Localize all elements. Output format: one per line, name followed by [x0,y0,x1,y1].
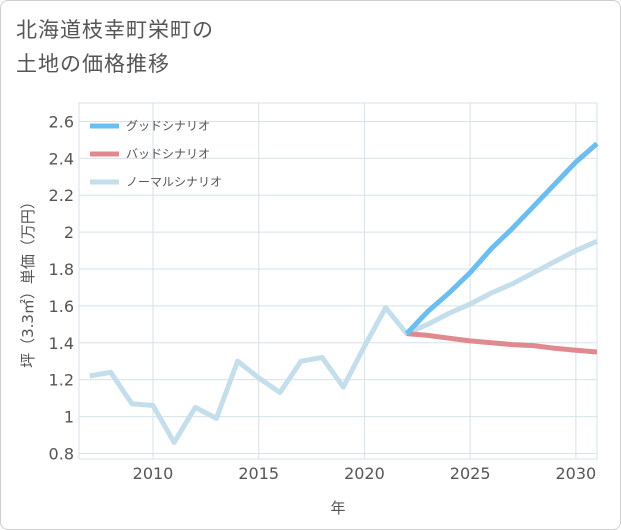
x-tick-label: 2030 [555,464,596,483]
chart-title: 北海道枝幸町栄町の 土地の価格推移 [16,13,214,81]
x-axis-label: 年 [330,499,345,517]
x-tick-label: 2010 [133,464,174,483]
y-axis-label: 坪（3.3㎡）単価（万円） [19,194,37,368]
x-tick-label: 2020 [344,464,385,483]
grid-lines [78,102,598,460]
plot-frame [78,102,598,460]
x-tick-label: 2015 [238,464,279,483]
normal-scenario-line [89,239,599,445]
tick-labels: 0.8 1 1.2 1.4 1.6 1.8 2 2.2 2.4 2.6 2010 2015 2020 20… [49,112,597,483]
y-tick-label: 0.8 [49,444,74,463]
bad-scenario-line [406,331,598,355]
legend-normal-label: ノーマルシナリオ [126,175,222,189]
y-tick-label: 1.4 [49,334,74,353]
y-tick-label: 1 [64,408,74,427]
x-tick-label: 2025 [450,464,491,483]
y-tick-label: 2 [64,223,74,242]
series-layer [89,141,599,445]
y-tick-label: 2.2 [49,186,74,205]
y-tick-label: 2.4 [49,149,74,168]
chart-title-line2: 土地の価格推移 [16,52,170,76]
good-scenario-line [404,141,599,336]
legend-bad-label: バッドシナリオ [126,147,210,161]
y-tick-label: 1.8 [49,260,74,279]
chart-title-line1: 北海道枝幸町栄町の [16,18,214,42]
y-tick-label: 1.2 [49,371,74,390]
y-tick-label: 1.6 [49,297,74,316]
y-tick-label: 2.6 [49,112,74,131]
legend-good-label: グッドシナリオ [126,119,210,133]
